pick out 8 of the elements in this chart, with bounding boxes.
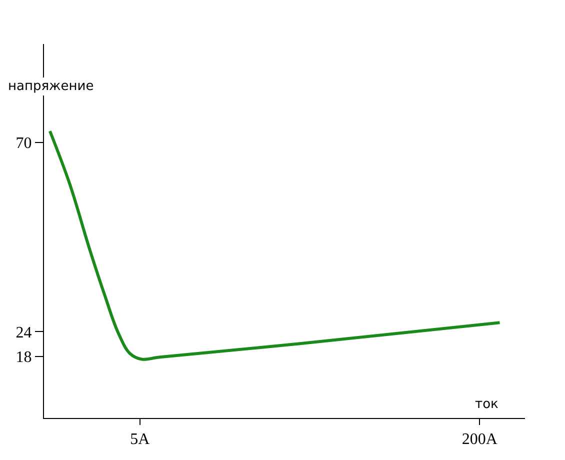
y-tick-label: 24 — [16, 324, 32, 342]
x-axis-title: ток — [475, 397, 499, 412]
y-tick-label: 18 — [16, 348, 32, 366]
x-tick-label: 5A — [130, 431, 150, 448]
y-tick-label: 70 — [16, 135, 32, 152]
line-series — [48, 130, 502, 361]
x-tick-label: 200A — [462, 431, 498, 448]
y-axis-title: напряжение — [8, 79, 94, 94]
